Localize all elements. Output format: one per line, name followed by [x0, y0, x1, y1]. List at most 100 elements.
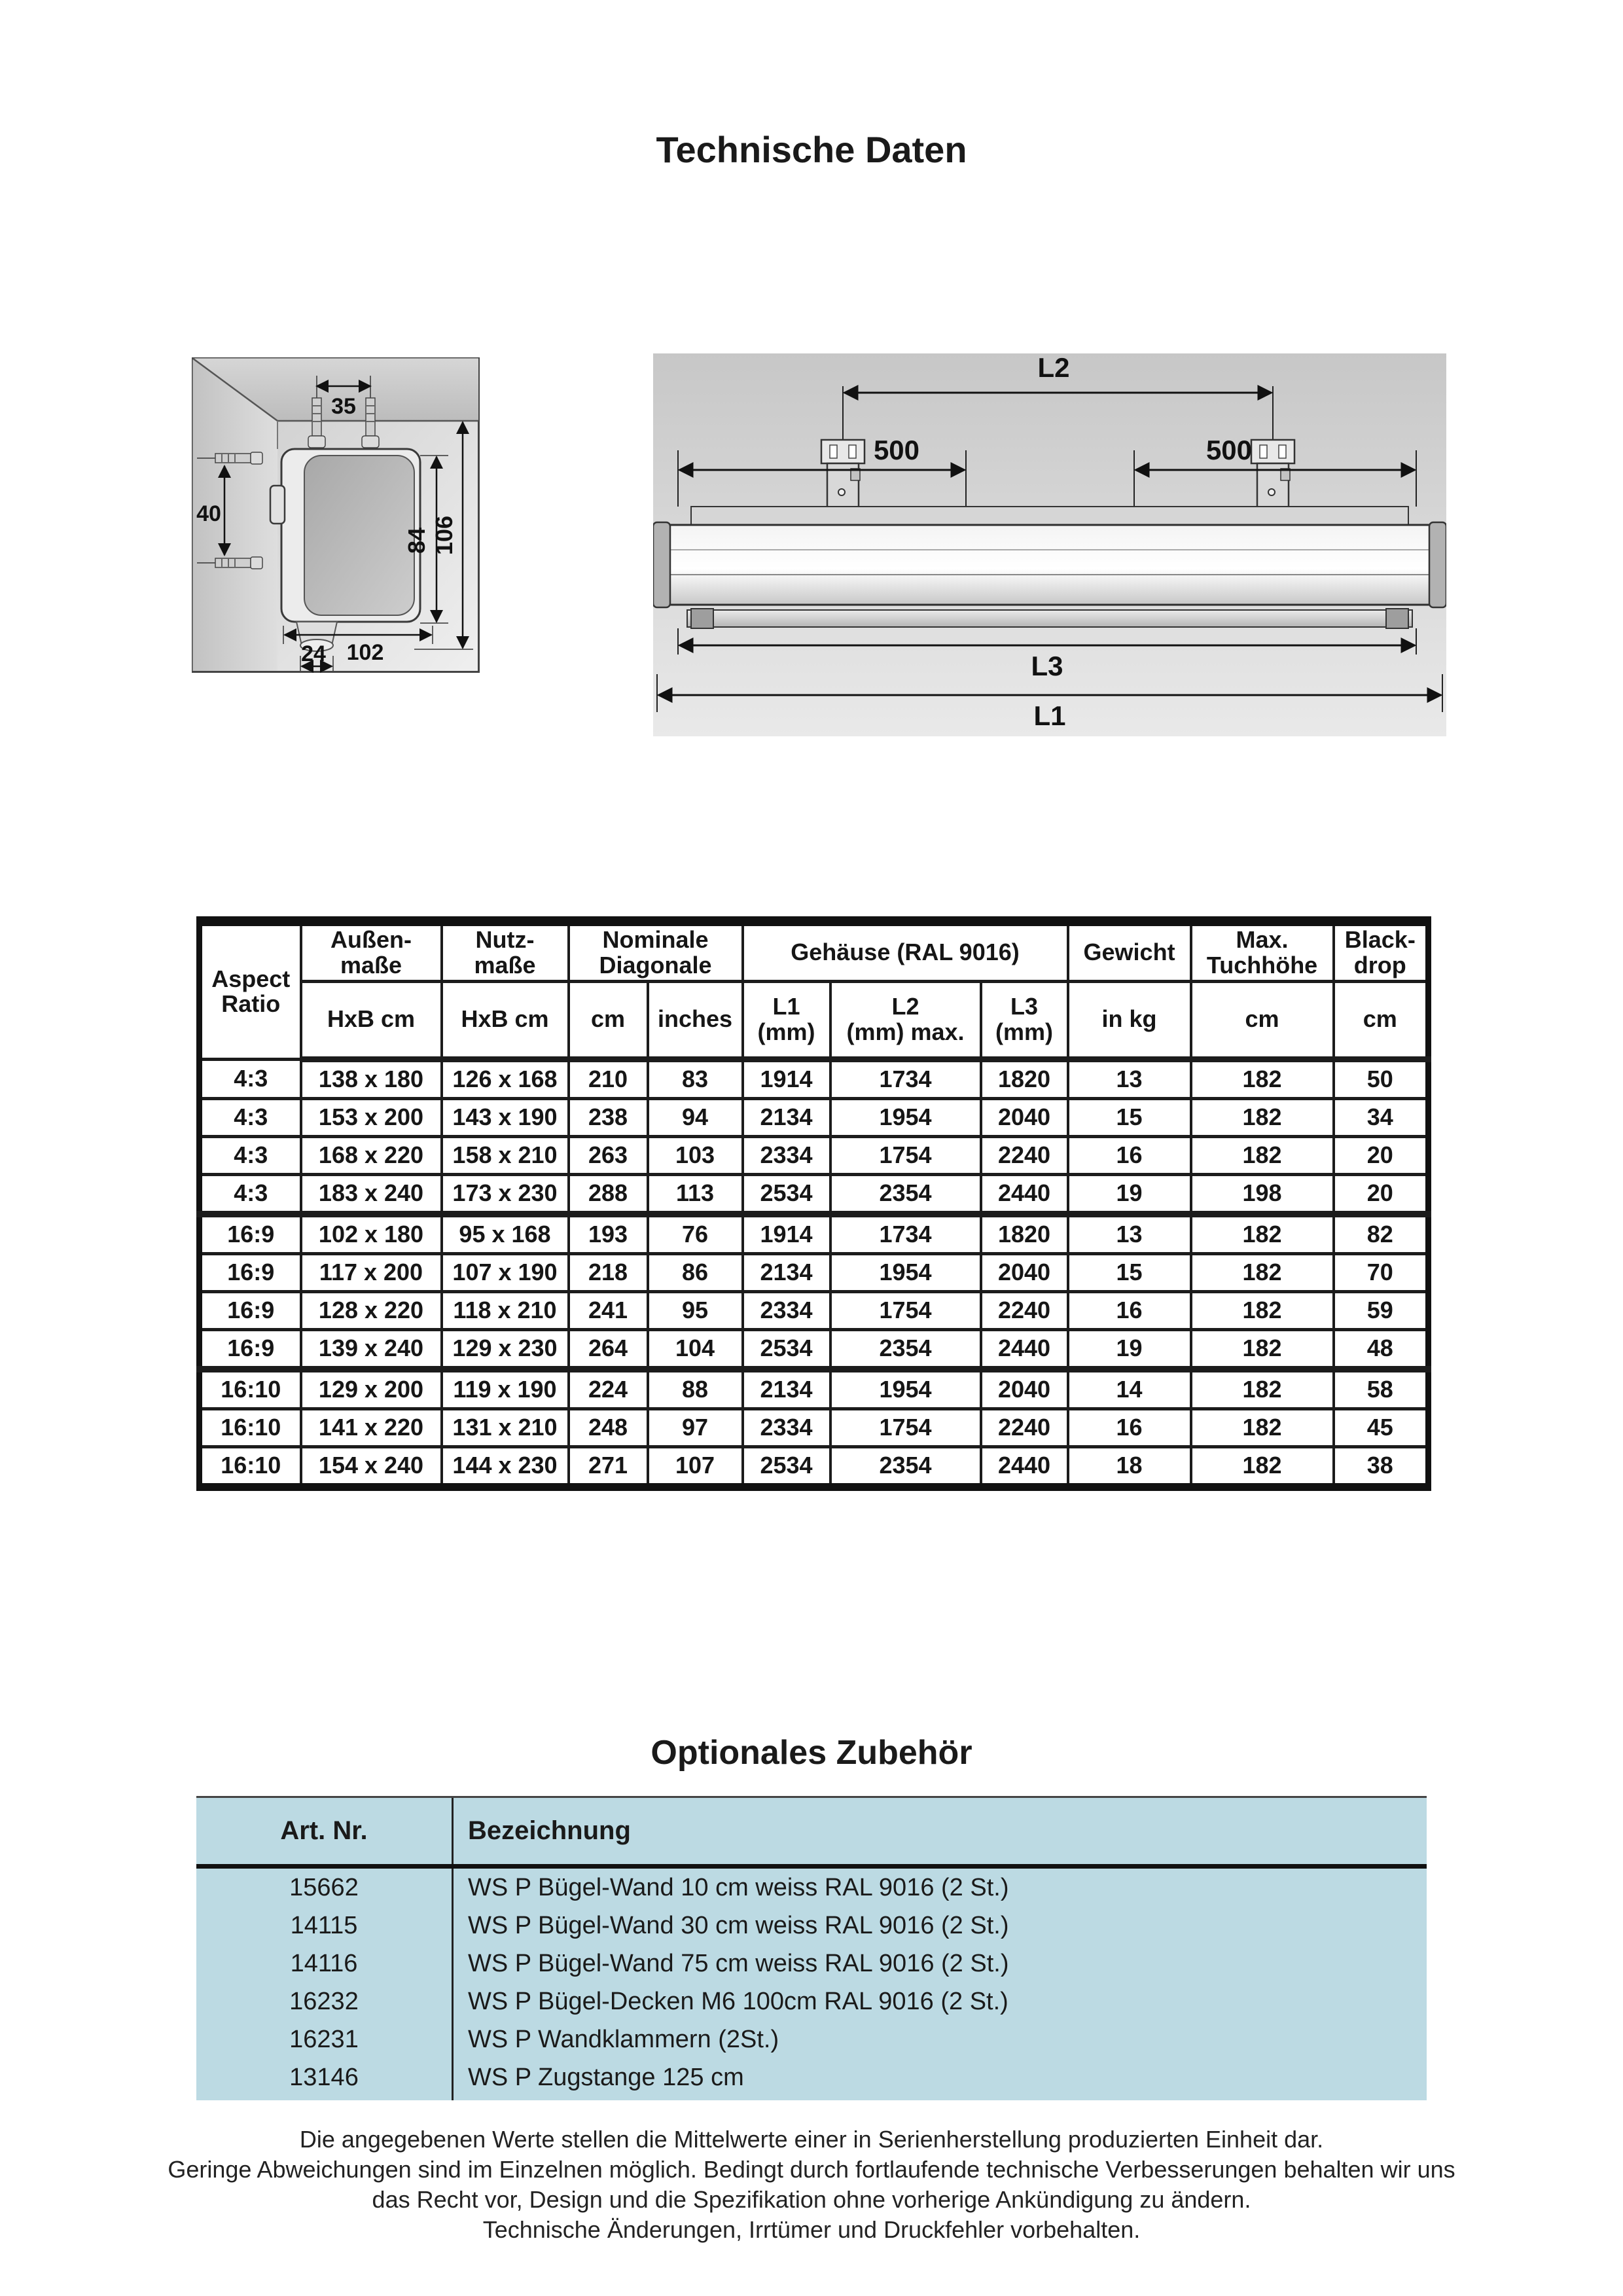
- spec-cell: 16:9: [198, 1251, 302, 1293]
- spec-row: 16:10 141 x 220 131 x 210 248 97 2334 1754 2240…: [198, 1407, 1430, 1448]
- spec-cell: 224: [567, 1367, 649, 1410]
- spec-cell: 95 x 168: [440, 1212, 570, 1255]
- spec-cell: 48: [1332, 1327, 1430, 1372]
- accessory-name: WS P Wandklammern (2St.): [468, 2025, 779, 2053]
- mounting-rail: [690, 506, 1409, 526]
- spec-cell: 129 x 200: [299, 1367, 443, 1410]
- spec-cell: 218: [567, 1251, 649, 1293]
- spec-cell: 138 x 180: [299, 1057, 443, 1100]
- spec-cell: 2534: [741, 1172, 832, 1217]
- spec-row: 16:9 117 x 200 107 x 190 218 86 2134 1954 2040 1…: [198, 1251, 1430, 1293]
- spec-cell: 1914: [741, 1212, 832, 1255]
- spec-cell: 118 x 210: [440, 1289, 570, 1331]
- col-nominale-diagonale: Nominale Diagonale: [567, 920, 744, 983]
- spec-cell: 83: [646, 1057, 744, 1100]
- spec-cell: 2534: [741, 1444, 832, 1489]
- spec-cell: 168 x 220: [299, 1134, 443, 1176]
- spec-cell: 2134: [741, 1096, 832, 1138]
- accessories-heading: Optionales Zubehör: [651, 1734, 972, 1772]
- spec-cell: 34: [1332, 1096, 1430, 1138]
- accessories-table: Art. Nr. Bezeichnung 15662 WS P Bügel-Wan…: [196, 1796, 1427, 2100]
- spec-cell: 119 x 190: [440, 1367, 570, 1410]
- spec-cell: 15: [1066, 1096, 1192, 1138]
- spec-cell: 2134: [741, 1251, 832, 1293]
- spec-cell: 182: [1189, 1057, 1335, 1100]
- spec-cell: 182: [1189, 1444, 1335, 1489]
- col-max-tuchhoehe: Max. Tuchhöhe: [1189, 920, 1335, 983]
- spec-cell: 182: [1189, 1134, 1335, 1176]
- dim-102-label: 102: [347, 640, 384, 665]
- spec-cell: 4:3: [198, 1096, 302, 1138]
- spec-cell: 1734: [829, 1212, 982, 1255]
- accessory-name: WS P Zugstange 125 cm: [468, 2063, 744, 2091]
- spec-row: 16:9 139 x 240 129 x 230 264 104 2534 2354 2440…: [198, 1327, 1430, 1372]
- spec-cell: 15: [1066, 1251, 1192, 1293]
- fabric-roll-section: [304, 455, 415, 616]
- accessory-row: 13146 WS P Zugstange 125 cm: [196, 2058, 1427, 2096]
- end-cap-left: [653, 521, 671, 609]
- wall-anchor-bottom: [197, 556, 263, 569]
- mounting-section-diagram: 35 40 84 106: [192, 357, 480, 673]
- spec-row: 4:3 183 x 240 173 x 230 288 113 2534 2354 2440 1…: [198, 1172, 1430, 1217]
- spec-cell: 13: [1066, 1212, 1192, 1255]
- spec-cell: 1754: [829, 1289, 982, 1331]
- dim-84-label: 84: [403, 528, 430, 554]
- accessory-name: WS P Bügel-Wand 75 cm weiss RAL 9016 (2 …: [468, 1949, 1009, 1977]
- slat-foot-left: [690, 608, 714, 629]
- accessory-row: 16231 WS P Wandklammern (2St.): [196, 2020, 1427, 2058]
- housing-body: [656, 524, 1444, 606]
- dim-l3-label: L3: [1031, 651, 1063, 681]
- bottom-slat: [687, 609, 1413, 628]
- spec-cell: 128 x 220: [299, 1289, 443, 1331]
- sub-inches: inches: [646, 979, 744, 1062]
- spec-row: 4:3 168 x 220 158 x 210 263 103 2334 1754 2240 1…: [198, 1134, 1430, 1176]
- spec-cell: 144 x 230: [440, 1444, 570, 1489]
- spec-cell: 45: [1332, 1407, 1430, 1448]
- footer-line-2: Geringe Abweichungen sind im Einzelnen m…: [168, 2156, 1455, 2183]
- sub-tuch-cm: cm: [1189, 979, 1335, 1062]
- spec-table: Aspect Ratio Außen- maße Nutz- maße Nomi…: [196, 916, 1432, 1491]
- spec-cell: 2354: [829, 1444, 982, 1489]
- spec-cell: 264: [567, 1327, 649, 1372]
- col-gehaeuse: Gehäuse (RAL 9016): [741, 920, 1069, 983]
- accessory-name: WS P Bügel-Decken M6 100cm RAL 9016 (2 S…: [468, 1987, 1008, 2015]
- spec-cell: 210: [567, 1057, 649, 1100]
- spec-cell: 263: [567, 1134, 649, 1176]
- spec-cell: 1754: [829, 1134, 982, 1176]
- spec-cell: 16:9: [198, 1327, 302, 1372]
- spec-cell: 198: [1189, 1172, 1335, 1217]
- spec-cell: 2240: [979, 1134, 1069, 1176]
- accessory-artnr: 14115: [196, 1907, 454, 1945]
- dim-l1-label: L1: [1033, 700, 1065, 731]
- spec-cell: 19: [1066, 1172, 1192, 1217]
- page-title: Technische Daten: [656, 129, 967, 170]
- spec-cell: 82: [1332, 1212, 1430, 1255]
- spec-cell: 153 x 200: [299, 1096, 443, 1138]
- spec-cell: 1820: [979, 1212, 1069, 1255]
- spec-cell: 117 x 200: [299, 1251, 443, 1293]
- corner-edge: [192, 357, 278, 422]
- spec-cell: 58: [1332, 1367, 1430, 1410]
- accessory-artnr: 15662: [196, 1869, 454, 1907]
- spec-cell: 129 x 230: [440, 1327, 570, 1372]
- accessory-artnr: 16232: [196, 1982, 454, 2020]
- spec-cell: 182: [1189, 1212, 1335, 1255]
- spec-cell: 4:3: [198, 1134, 302, 1176]
- spec-cell: 2040: [979, 1367, 1069, 1410]
- dim-24-label: 24: [301, 641, 326, 666]
- accessory-name: WS P Bügel-Wand 30 cm weiss RAL 9016 (2 …: [468, 1911, 1009, 1939]
- spec-cell: 1754: [829, 1407, 982, 1448]
- accessory-artnr: 13146: [196, 2058, 454, 2096]
- accessory-row: 15662 WS P Bügel-Wand 10 cm weiss RAL 901…: [196, 1869, 1427, 1907]
- footer-line-1: Die angegebenen Werte stellen die Mittel…: [299, 2126, 1324, 2153]
- spec-cell: 16: [1066, 1407, 1192, 1448]
- spec-cell: 2440: [979, 1444, 1069, 1489]
- accessory-artnr: 16231: [196, 2020, 454, 2058]
- spec-cell: 16: [1066, 1134, 1192, 1176]
- spec-cell: 94: [646, 1096, 744, 1138]
- spec-cell: 182: [1189, 1407, 1335, 1448]
- spec-cell: 16:10: [198, 1367, 302, 1410]
- wall-bracket-tab: [269, 484, 286, 525]
- accessory-artnr: 14116: [196, 1945, 454, 1982]
- dim-500-left-label: 500: [874, 435, 919, 465]
